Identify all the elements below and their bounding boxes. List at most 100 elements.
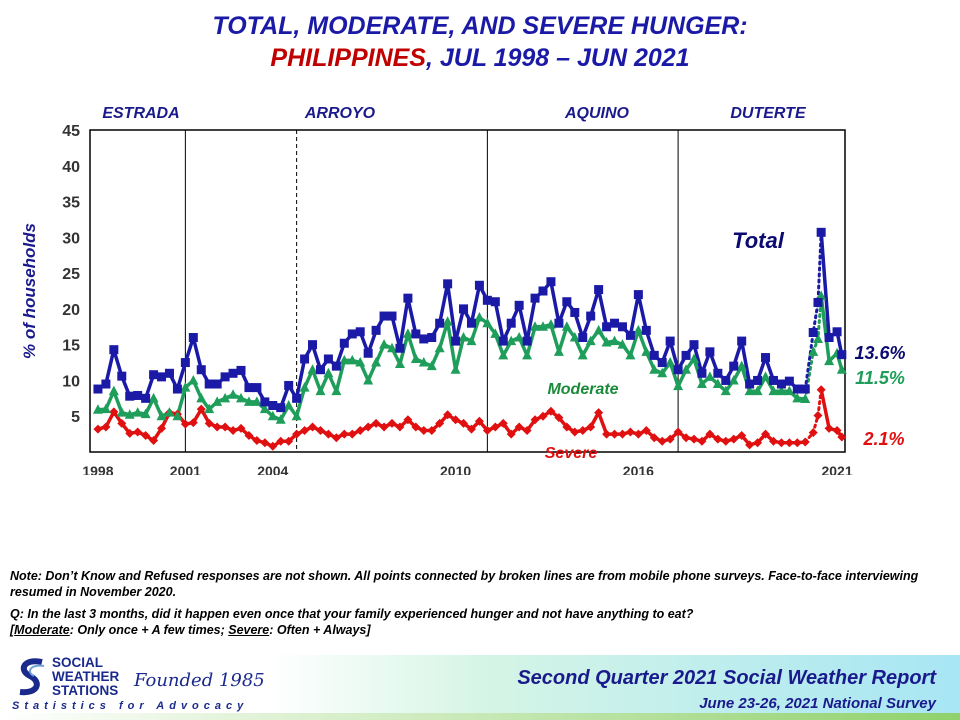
severe-point xyxy=(419,426,429,436)
severe-point xyxy=(284,436,294,446)
severe-point xyxy=(538,411,548,421)
severe-point xyxy=(705,429,715,439)
severe-point xyxy=(125,428,135,438)
severe-point xyxy=(411,422,421,432)
severe-point xyxy=(482,426,492,436)
severe-point xyxy=(252,436,262,446)
total-point xyxy=(419,334,429,344)
severe-point xyxy=(109,407,119,417)
total-point xyxy=(776,379,786,389)
title-period: , JUL 1998 – JUN 2021 xyxy=(425,44,690,72)
total-point xyxy=(602,322,612,332)
moderate-point xyxy=(156,410,167,421)
y-tick-label: 15 xyxy=(62,338,80,355)
severe-point xyxy=(800,437,810,447)
total-point xyxy=(427,333,437,343)
severe-point xyxy=(522,426,532,436)
total-point xyxy=(649,350,659,360)
severe-point xyxy=(546,406,556,416)
moderate-point xyxy=(387,342,397,353)
total-point xyxy=(164,368,174,378)
org-line1: SOCIAL xyxy=(52,655,104,670)
moderate-point xyxy=(657,367,668,378)
severe-point xyxy=(474,416,484,426)
total-point xyxy=(411,329,421,339)
moderate-point xyxy=(331,385,342,396)
title-country: PHILIPPINES xyxy=(270,44,426,72)
moderate-point xyxy=(824,355,835,366)
total-point xyxy=(157,372,167,382)
y-tick-label: 35 xyxy=(62,195,80,212)
total-point xyxy=(562,297,572,307)
question-prefix: Q: In the last 3 months, did it happen e… xyxy=(10,607,694,621)
moderate-point xyxy=(768,385,779,396)
total-point xyxy=(753,375,763,385)
moderate-point xyxy=(204,403,215,414)
moderate-point xyxy=(712,378,723,389)
moderate-point xyxy=(466,335,477,346)
total-point xyxy=(482,295,492,305)
severe-point xyxy=(260,438,270,448)
moderate-point xyxy=(124,409,135,419)
moderate-point xyxy=(760,371,771,381)
moderate-point xyxy=(434,342,445,353)
total-point xyxy=(228,368,238,378)
total-point xyxy=(578,333,588,343)
moderate-point xyxy=(291,410,302,421)
moderate-point xyxy=(545,319,556,329)
moderate-point xyxy=(116,407,127,417)
severe-point xyxy=(649,433,659,443)
moderate-point xyxy=(164,407,175,417)
total-point xyxy=(315,365,325,375)
footer-stripe xyxy=(0,713,960,720)
moderate-point xyxy=(522,349,533,360)
total-point xyxy=(403,293,413,303)
total-point xyxy=(808,328,818,338)
sws-logo-icon xyxy=(19,658,45,696)
severe-line-mobile xyxy=(803,388,823,444)
question-text: Q: In the last 3 months, did it happen e… xyxy=(10,607,694,637)
severe-point xyxy=(180,419,190,429)
total-point xyxy=(633,290,643,300)
total-point xyxy=(522,336,532,346)
total-point xyxy=(133,390,143,400)
severe-point xyxy=(117,418,127,428)
severe-point xyxy=(784,438,794,448)
total-point xyxy=(721,375,731,385)
total-point xyxy=(284,380,294,390)
moderate-point xyxy=(371,357,382,367)
severe-series-label: Severe xyxy=(545,445,598,462)
severe-point xyxy=(427,426,437,436)
moderate-point xyxy=(836,364,847,374)
severe-point xyxy=(530,415,540,425)
total-point xyxy=(236,365,246,375)
moderate-point xyxy=(736,360,747,371)
moderate-point xyxy=(649,364,660,374)
total-point xyxy=(729,361,739,371)
total-point xyxy=(204,379,214,389)
total-point xyxy=(681,350,691,360)
chart-title-line2: PHILIPPINES, JUL 1998 – JUN 2021 xyxy=(0,44,960,73)
total-point xyxy=(379,311,389,321)
moderate-point xyxy=(681,364,692,374)
total-point xyxy=(268,400,278,410)
moderate-point xyxy=(808,346,819,356)
moderate-point xyxy=(689,353,699,363)
moderate-point xyxy=(212,396,223,406)
report-title: Second Quarter 2021 Social Weather Repor… xyxy=(517,667,936,689)
severe-point xyxy=(149,436,159,446)
y-tick-label: 25 xyxy=(62,266,80,283)
total-point xyxy=(93,384,103,394)
severe-point xyxy=(570,427,580,437)
admin-label: AQUINO xyxy=(564,105,630,122)
moderate-point xyxy=(633,324,644,335)
severe-point xyxy=(776,438,786,448)
severe-point xyxy=(339,429,349,439)
severe-point xyxy=(347,429,357,439)
total-point xyxy=(570,307,580,317)
severe-point xyxy=(506,429,516,439)
moderate-point xyxy=(402,328,413,338)
severe-point xyxy=(641,426,651,436)
severe-point xyxy=(379,422,389,432)
total-point xyxy=(657,358,667,368)
